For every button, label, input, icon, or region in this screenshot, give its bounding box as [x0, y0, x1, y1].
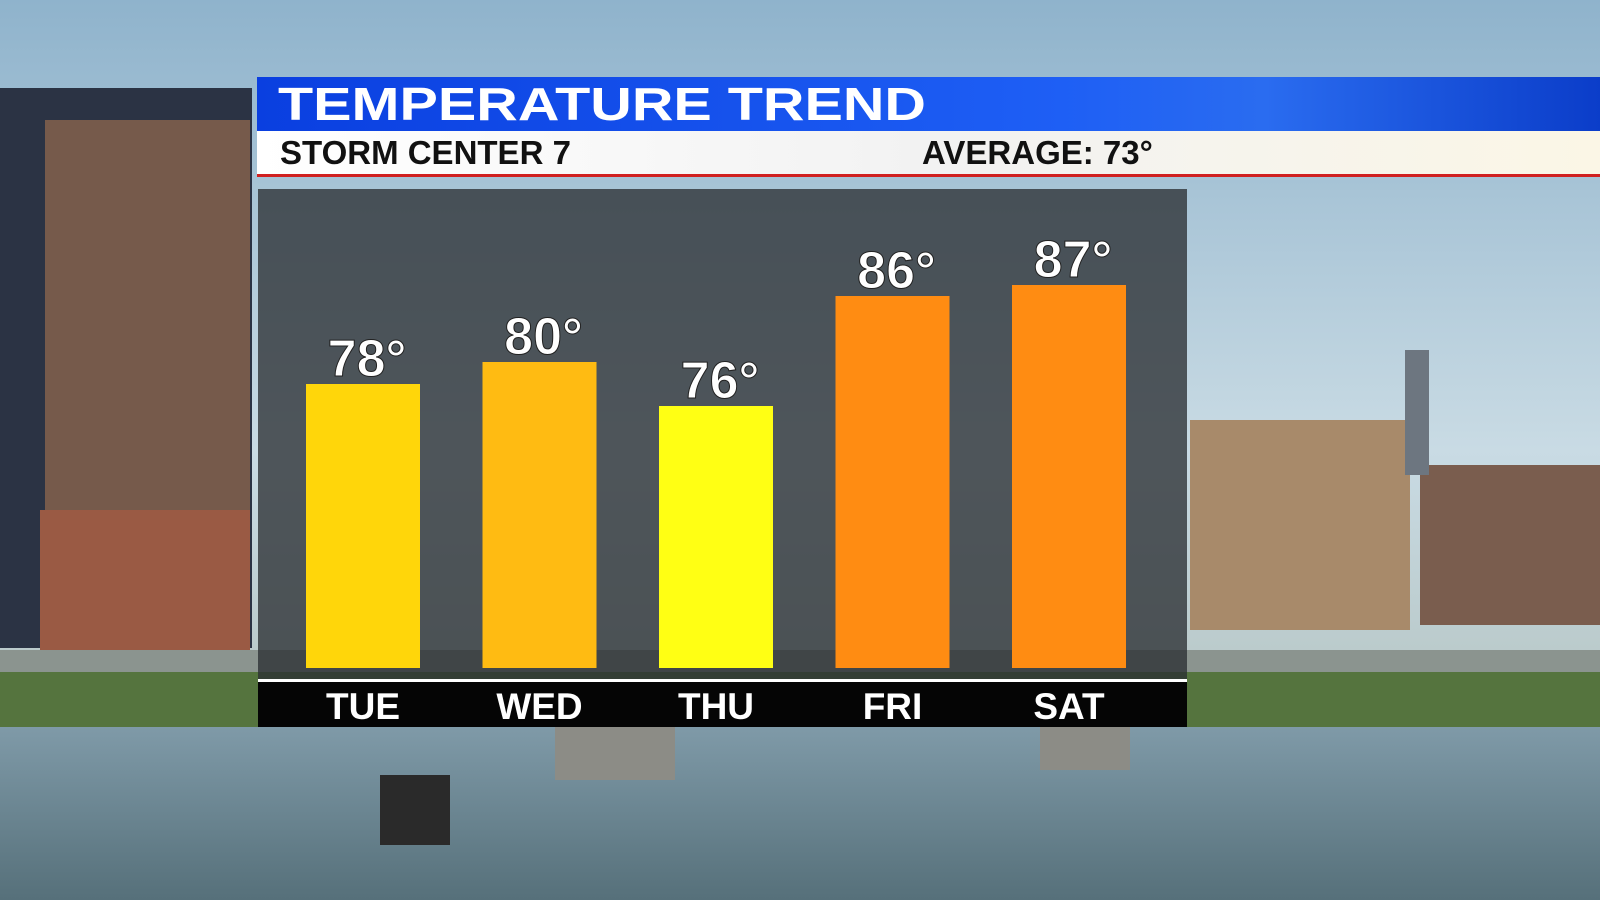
building-windows [45, 120, 250, 540]
bar [659, 406, 773, 668]
value-label: 76° [681, 352, 760, 410]
x-tick-label: TUE [326, 686, 400, 727]
building [1420, 465, 1600, 625]
title-banner [257, 77, 1600, 131]
chart-title: TEMPERATURE TREND [278, 78, 926, 130]
bar [835, 296, 950, 668]
value-label: 87° [1034, 231, 1113, 289]
x-tick-label: THU [678, 686, 754, 727]
value-label: 80° [504, 308, 583, 366]
pier [380, 775, 450, 845]
value-label: 78° [328, 330, 407, 388]
axis-band [258, 682, 1187, 727]
annotation: AVERAGE: 73° [922, 134, 1153, 171]
bar [482, 362, 597, 668]
x-tick-label: WED [496, 686, 582, 727]
subtitle-strip [257, 131, 1600, 175]
strip-rule [257, 174, 1600, 177]
bar [1012, 285, 1126, 668]
axis-line [258, 679, 1187, 682]
x-tick-label: SAT [1033, 686, 1105, 727]
chart-subtitle: STORM CENTER 7 [280, 134, 571, 171]
bar [306, 384, 420, 668]
river [0, 727, 1600, 900]
value-label: 86° [857, 242, 936, 300]
building [40, 510, 250, 650]
x-tick-label: FRI [863, 686, 923, 727]
tower [1405, 350, 1429, 475]
building [1190, 420, 1410, 630]
